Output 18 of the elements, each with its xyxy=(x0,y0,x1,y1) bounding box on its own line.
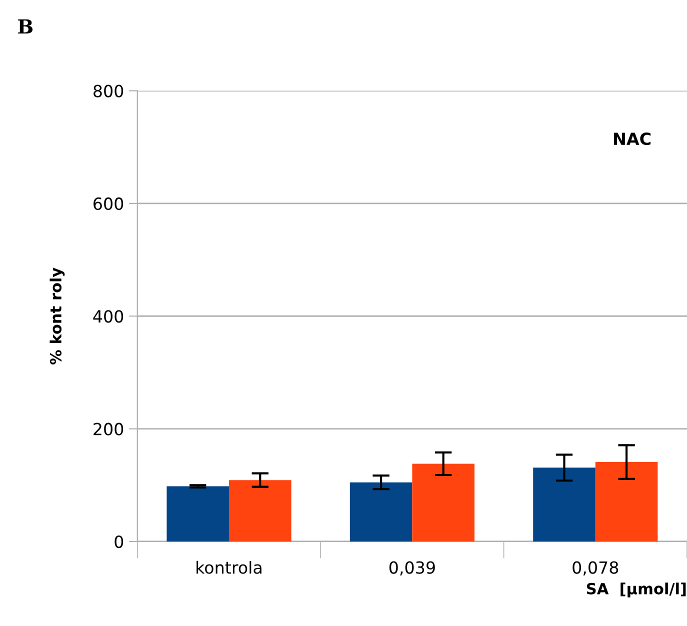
bar xyxy=(166,486,229,542)
y-axis-title: % kont roly xyxy=(50,268,65,364)
x-tick-label: 0,078 xyxy=(572,561,618,576)
x-tick-label: 0,039 xyxy=(389,561,435,576)
bar xyxy=(229,480,292,542)
y-tick-label: 0 xyxy=(114,535,124,548)
y-tick-label: 600 xyxy=(94,197,124,210)
x-axis-title: SA [µmol/l] xyxy=(586,582,686,598)
annotation: NAC xyxy=(614,132,651,146)
bar xyxy=(350,482,412,542)
bar xyxy=(412,464,474,542)
x-tick-label: kontrola xyxy=(196,560,262,574)
y-tick-label: 200 xyxy=(94,422,124,436)
bar xyxy=(595,462,658,542)
y-tick-label: 800 xyxy=(94,84,124,98)
chart-title: B xyxy=(18,19,33,34)
bar xyxy=(533,468,596,542)
y-tick-label: 400 xyxy=(93,310,124,323)
